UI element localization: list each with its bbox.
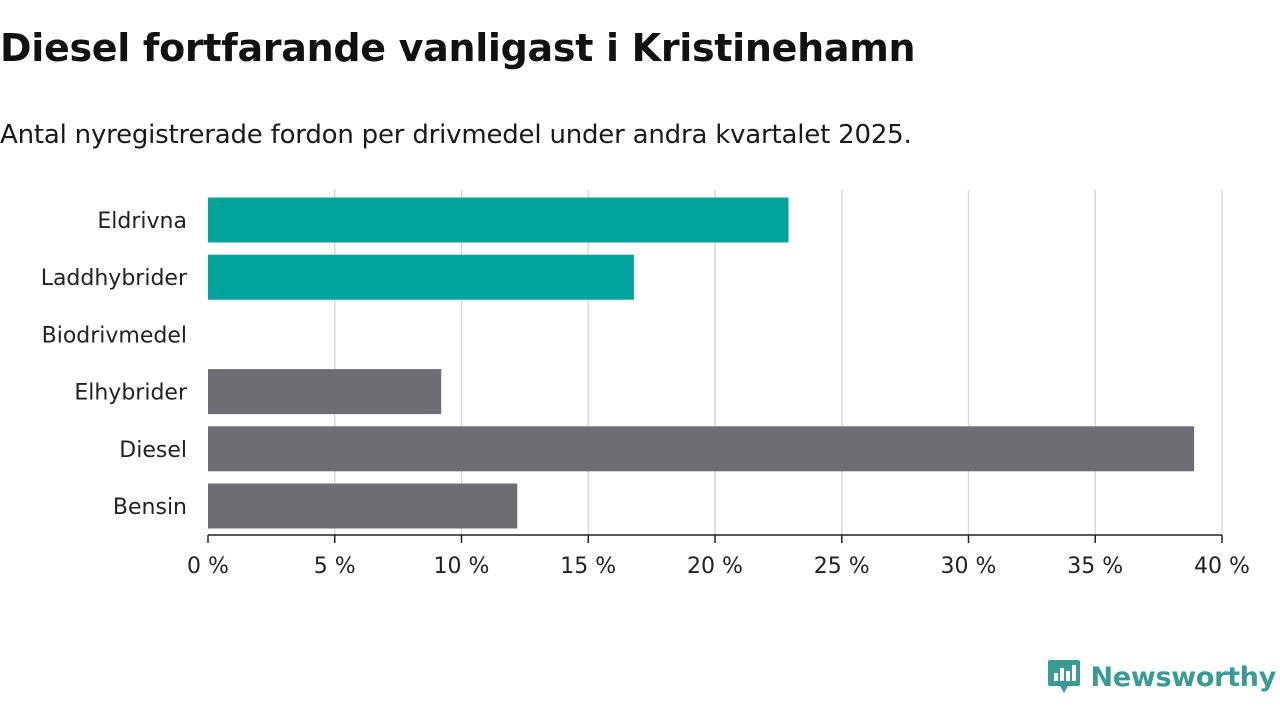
bar-chart: Eldrivna Laddhybrider Biodrivmedel Elhybrid… <box>0 0 1280 720</box>
x-tick-label: 40 % <box>1194 554 1250 579</box>
category-label: Eldrivna <box>97 209 187 234</box>
newsworthy-logo-icon <box>1047 658 1081 696</box>
category-label: Bensin <box>113 495 187 520</box>
category-label: Laddhybrider <box>41 266 188 291</box>
x-tick-label: 0 % <box>187 554 229 579</box>
x-tick-label: 20 % <box>687 554 743 579</box>
category-label: Diesel <box>119 438 187 463</box>
chart-page: Diesel fortfarande vanligast i Kristineh… <box>0 0 1280 720</box>
x-tick-label: 10 % <box>434 554 490 579</box>
x-tick-label: 35 % <box>1067 554 1123 579</box>
bar <box>208 255 634 300</box>
x-tick-label: 25 % <box>814 554 870 579</box>
category-label: Elhybrider <box>74 381 188 406</box>
x-tick-label: 5 % <box>314 554 356 579</box>
x-tick-label: 30 % <box>941 554 997 579</box>
logo-text: Newsworthy <box>1091 662 1276 693</box>
x-tick-label: 15 % <box>560 554 616 579</box>
category-label: Biodrivmedel <box>42 323 187 348</box>
bar <box>208 369 441 414</box>
bar <box>208 484 517 529</box>
newsworthy-logo[interactable]: Newsworthy <box>1047 658 1276 696</box>
bar <box>208 426 1194 471</box>
bar <box>208 198 789 243</box>
